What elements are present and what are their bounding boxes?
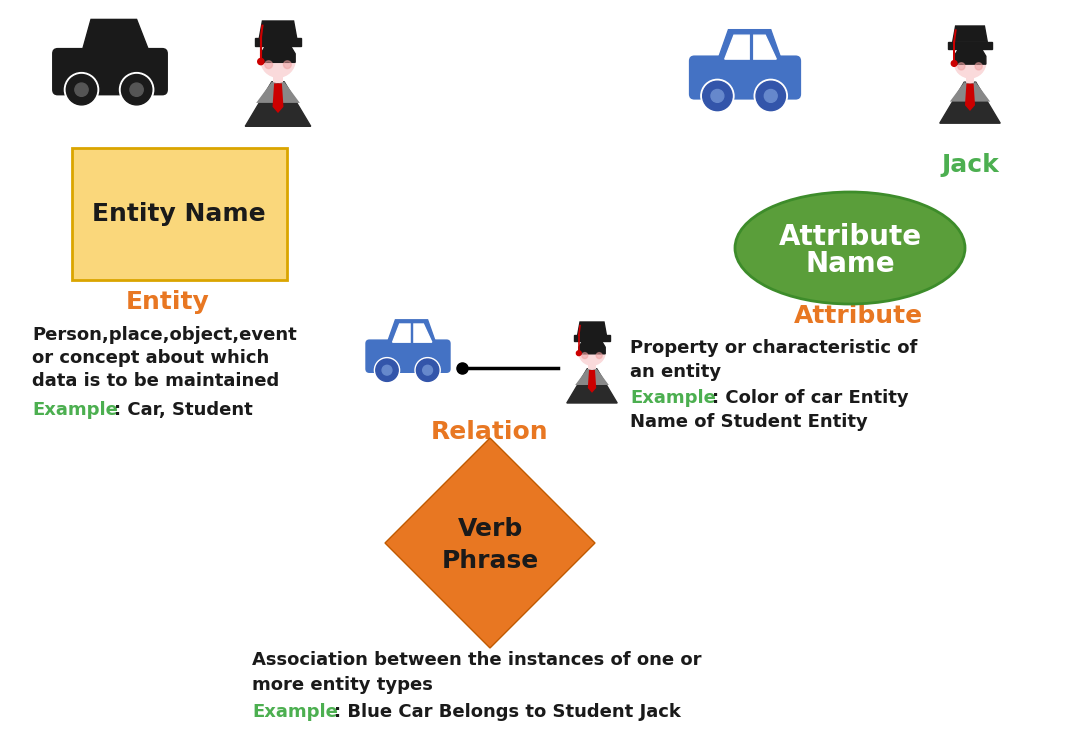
Circle shape	[415, 358, 440, 383]
Circle shape	[754, 79, 787, 113]
Circle shape	[64, 73, 99, 107]
Text: Association between the instances of one or: Association between the instances of one…	[251, 651, 701, 669]
Circle shape	[702, 81, 732, 111]
Circle shape	[261, 43, 295, 77]
Polygon shape	[385, 438, 595, 648]
Circle shape	[577, 351, 581, 355]
Text: data is to be maintained: data is to be maintained	[33, 372, 280, 390]
Circle shape	[119, 73, 154, 107]
Polygon shape	[259, 21, 297, 38]
FancyBboxPatch shape	[948, 42, 992, 49]
Circle shape	[283, 61, 292, 68]
Text: Name: Name	[805, 250, 894, 278]
Text: Relation: Relation	[431, 420, 549, 444]
FancyBboxPatch shape	[966, 75, 975, 84]
Circle shape	[596, 352, 603, 358]
Circle shape	[958, 63, 965, 70]
FancyBboxPatch shape	[575, 335, 610, 341]
Circle shape	[582, 352, 588, 358]
Text: Person,place,object,event: Person,place,object,event	[33, 326, 297, 344]
Text: Example: Example	[630, 389, 715, 407]
Text: or concept about which: or concept about which	[33, 349, 269, 367]
Circle shape	[130, 83, 143, 96]
Polygon shape	[588, 370, 596, 393]
Polygon shape	[245, 82, 311, 126]
Text: : Car, Student: : Car, Student	[114, 401, 253, 419]
Polygon shape	[576, 369, 592, 385]
Circle shape	[75, 83, 88, 96]
Circle shape	[954, 46, 985, 78]
Polygon shape	[718, 30, 782, 61]
Polygon shape	[272, 83, 283, 113]
Text: Phrase: Phrase	[441, 549, 539, 573]
Circle shape	[382, 365, 392, 375]
Polygon shape	[578, 322, 606, 335]
Text: : Color of car Entity: : Color of car Entity	[712, 389, 908, 407]
FancyBboxPatch shape	[72, 148, 287, 280]
Text: Property or characteristic of: Property or characteristic of	[630, 339, 917, 357]
Polygon shape	[965, 84, 975, 111]
Text: Entity: Entity	[126, 290, 210, 314]
Polygon shape	[261, 43, 295, 62]
Text: Attribute: Attribute	[778, 223, 921, 251]
Text: Jack: Jack	[941, 153, 998, 177]
Text: an entity: an entity	[630, 363, 721, 381]
Circle shape	[701, 79, 734, 113]
Circle shape	[952, 61, 957, 66]
Circle shape	[764, 90, 777, 102]
Text: Name of Student Entity: Name of Student Entity	[630, 413, 868, 431]
FancyBboxPatch shape	[589, 363, 595, 370]
FancyBboxPatch shape	[255, 38, 301, 46]
Polygon shape	[387, 320, 436, 344]
Text: more entity types: more entity types	[251, 676, 433, 694]
Polygon shape	[392, 324, 431, 342]
Circle shape	[264, 61, 272, 68]
Circle shape	[756, 81, 786, 111]
Text: : Blue Car Belongs to Student Jack: : Blue Car Belongs to Student Jack	[334, 703, 681, 721]
Ellipse shape	[735, 192, 965, 304]
Circle shape	[423, 365, 433, 375]
Polygon shape	[256, 82, 278, 103]
Polygon shape	[592, 369, 609, 385]
Circle shape	[416, 359, 439, 381]
Text: Verb: Verb	[457, 517, 522, 541]
Polygon shape	[278, 82, 300, 103]
FancyBboxPatch shape	[688, 56, 801, 99]
Polygon shape	[567, 369, 617, 403]
Polygon shape	[725, 35, 776, 59]
Text: Example: Example	[251, 703, 338, 721]
Circle shape	[376, 359, 398, 381]
Polygon shape	[953, 26, 988, 42]
Polygon shape	[579, 339, 605, 354]
Text: Attribute: Attribute	[793, 304, 922, 328]
Polygon shape	[940, 82, 1001, 123]
Circle shape	[975, 63, 982, 70]
Circle shape	[258, 59, 264, 65]
Polygon shape	[970, 82, 990, 102]
Circle shape	[66, 74, 96, 105]
Text: Entity Name: Entity Name	[92, 202, 266, 226]
Text: Example: Example	[33, 401, 118, 419]
FancyBboxPatch shape	[365, 339, 451, 373]
Polygon shape	[954, 46, 985, 64]
Polygon shape	[950, 82, 970, 102]
FancyBboxPatch shape	[52, 48, 168, 96]
Polygon shape	[81, 19, 150, 53]
Circle shape	[711, 90, 724, 102]
Circle shape	[579, 339, 605, 365]
Circle shape	[121, 74, 152, 105]
FancyBboxPatch shape	[273, 74, 283, 83]
Circle shape	[374, 358, 400, 383]
